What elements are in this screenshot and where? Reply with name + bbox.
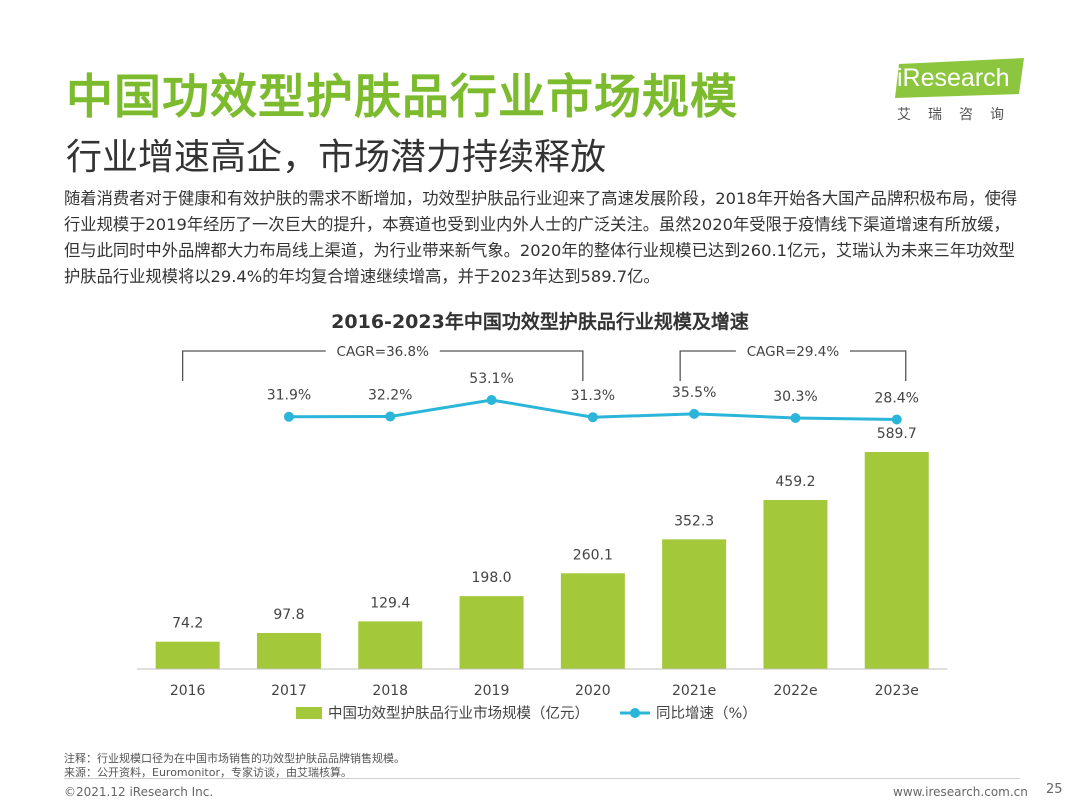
bar-value-label: 459.2 (775, 474, 815, 490)
logo-text: iResearch (897, 64, 1010, 92)
cagr-bracket-left (181, 350, 326, 381)
chart-note: 注释：行业规模口径为在中国市场销售的功效型护肤品品牌销售规模。 (64, 752, 405, 765)
growth-point-2022e (790, 413, 801, 423)
cagr-label: CAGR=29.4% (747, 344, 840, 360)
legend-bar-label: 中国功效型护肤品行业市场规模（亿元） (328, 705, 589, 722)
cagr-bracket-right (439, 350, 584, 381)
growth-point-2023e (891, 414, 902, 425)
growth-point-2020 (587, 412, 598, 423)
growth-rate-label: 30.3% (773, 389, 817, 405)
growth-rate-label: 31.3% (571, 388, 615, 404)
logo-badge (895, 58, 1024, 98)
bar-2020 (560, 573, 625, 669)
bar-2022e (763, 500, 828, 669)
x-tick-label: 2017 (271, 683, 307, 699)
growth-point-2018 (385, 411, 396, 422)
bar-2018 (358, 621, 423, 669)
page-subtitle: 行业增速高企，市场潜力持续释放 (66, 137, 607, 178)
page-title: 中国功效型护肤品行业市场规模 (66, 70, 738, 125)
cagr-label: CAGR=36.8% (337, 344, 430, 360)
chart-title: 2016-2023年中国功效型护肤品行业规模及增速 (331, 310, 749, 333)
growth-rate-label: 35.5% (672, 385, 716, 401)
growth-rate-label: 53.1% (469, 371, 513, 387)
logo-subtext: 艾瑞咨询 (897, 107, 1021, 123)
legend-bar-swatch (296, 707, 322, 719)
bar-value-label: 97.8 (273, 607, 304, 623)
bar-2019 (459, 596, 524, 669)
x-tick-label: 2023e (875, 683, 919, 699)
legend-line-label: 同比增速（%） (656, 705, 757, 722)
bar-value-label: 74.2 (172, 616, 203, 632)
market-size-chart: 2016-2023年中国功效型护肤品行业规模及增速 CAGR=36.8% CAGR… (137, 310, 948, 722)
cagr-bracket-right (849, 350, 907, 381)
bar-2023e (864, 452, 929, 669)
x-tick-label: 2020 (575, 683, 611, 699)
growth-point-2017 (283, 411, 294, 422)
iresearch-logo: iResearch 艾瑞咨询 (893, 58, 1033, 128)
copyright: ©2021.12 iResearch Inc. (64, 785, 214, 799)
bar-2021e (662, 539, 727, 669)
growth-rate-label: 28.4% (875, 391, 919, 407)
growth-rate-label: 31.9% (267, 388, 311, 404)
website-link[interactable]: www.iresearch.com.cn (893, 785, 1028, 799)
bar-2016 (155, 641, 220, 669)
growth-rate-label: 32.2% (368, 387, 412, 403)
bar-2017 (256, 633, 321, 669)
bar-value-label: 589.7 (877, 426, 917, 442)
bar-value-label: 198.0 (472, 570, 512, 586)
x-tick-label: 2022e (773, 683, 817, 699)
x-tick-label: 2016 (170, 683, 206, 699)
x-tick-label: 2018 (372, 683, 408, 699)
page-number: 25 (1046, 782, 1063, 797)
legend-line-marker (630, 708, 640, 718)
x-tick-label: 2021e (672, 683, 716, 699)
footer-divider (64, 778, 1020, 779)
chart-source: 来源：公开资料，Euromonitor，专家访谈，由艾瑞核算。 (64, 766, 352, 779)
bar-value-label: 260.1 (573, 547, 613, 563)
growth-point-2021e (689, 408, 700, 419)
growth-point-2019 (486, 394, 497, 405)
bar-value-label: 129.4 (370, 595, 410, 611)
cagr-bracket-left (679, 350, 736, 381)
x-tick-label: 2019 (474, 683, 510, 699)
intro-paragraph: 随着消费者对于健康和有效护肤的需求不断增加，功效型护肤品行业迎来了高速发展阶段，… (64, 189, 1018, 286)
bar-value-label: 352.3 (674, 513, 714, 529)
